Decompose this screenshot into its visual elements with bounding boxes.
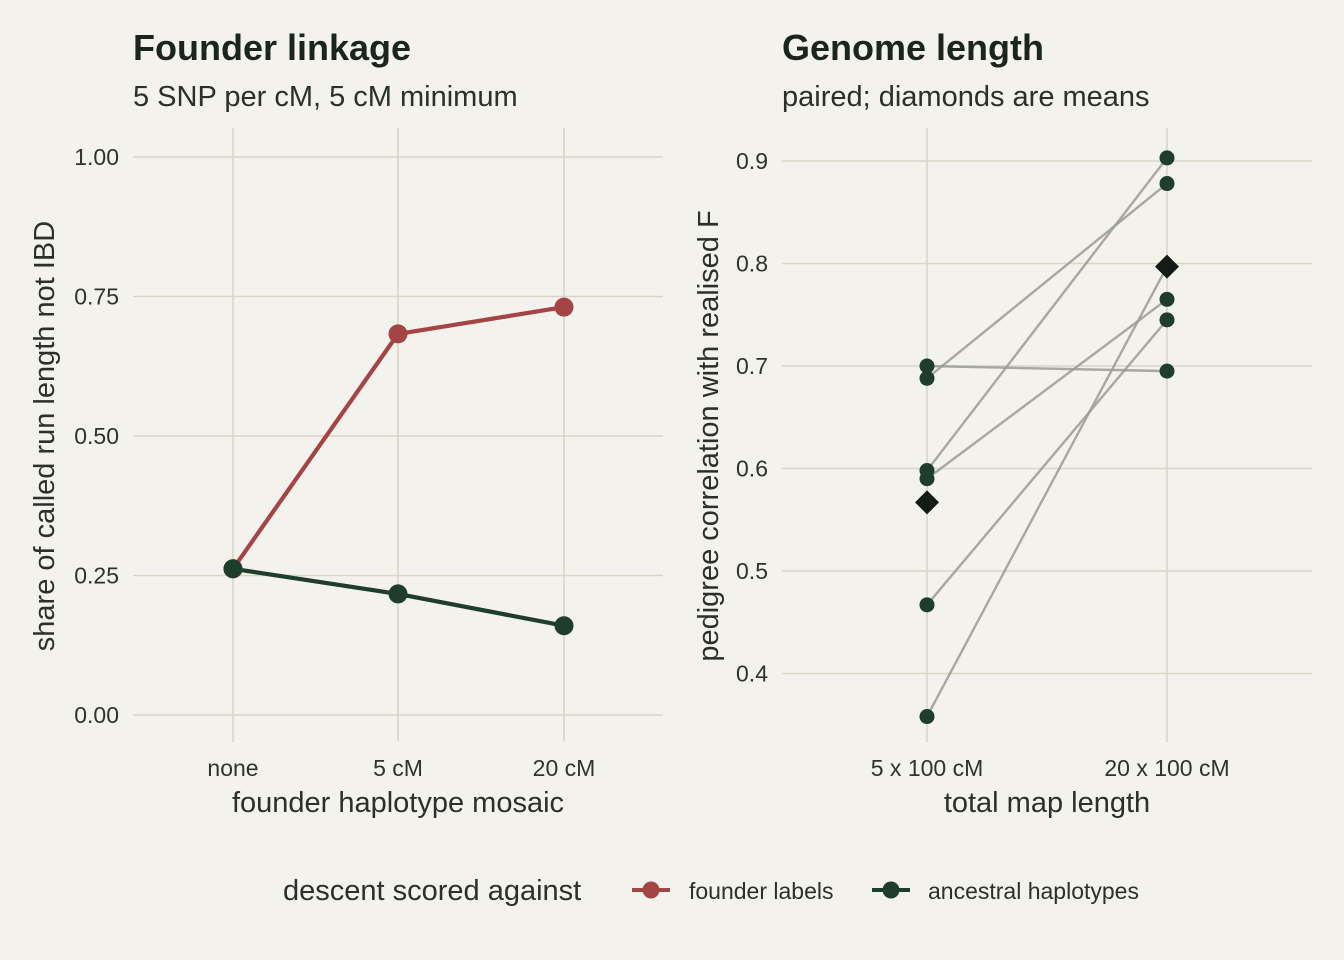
left-y-tick-label-0-50: 0.50: [74, 423, 119, 449]
mean-diamond-5-x-100-cm: [915, 490, 939, 515]
left-y-tick-label-1-00: 1.00: [74, 144, 119, 170]
left-y-tick-label-0-25: 0.25: [74, 563, 119, 589]
right-y-tick-label-0-8: 0.8: [736, 251, 768, 277]
left-series: [223, 297, 574, 636]
right-means: [915, 254, 1179, 515]
pair-point-5-5-x-100-cm: [919, 597, 935, 613]
left-gridlines: [133, 128, 663, 742]
left-x-tick-label-5-cm: 5 cM: [373, 755, 423, 781]
left-y-tick-label-0-75: 0.75: [74, 284, 119, 310]
left-y-ticks: 0.00 0.25 0.50 0.75 1.00: [74, 144, 119, 728]
pair-point-2-20-x-100-cm: [1159, 176, 1175, 192]
pair-point-3-20-x-100-cm: [1159, 150, 1175, 166]
pair-line-6: [925, 266, 1169, 718]
panel-genome-length: Genome length paired; diamonds are means…: [693, 27, 1312, 819]
pair-point-4-5-x-100-cm: [919, 471, 935, 487]
left-y-tick-label-0-00: 0.00: [74, 702, 119, 728]
pair-line-3: [926, 157, 1168, 472]
right-y-axis-title: pedigree correlation with realised F: [693, 210, 725, 661]
pair-line-5: [926, 319, 1168, 606]
right-gridlines: [782, 128, 1312, 742]
right-y-tick-label-0-7: 0.7: [736, 353, 768, 379]
right-points: [919, 150, 1175, 725]
panel-founder-linkage: Founder linkage 5 SNP per cM, 5 cM minim…: [29, 27, 663, 819]
left-x-axis-title: founder haplotype mosaic: [232, 787, 564, 819]
pair-line-4: [926, 298, 1168, 480]
right-y-tick-label-0-5: 0.5: [736, 558, 768, 584]
point-ancestral-haplotypes-5-cm: [388, 584, 408, 604]
legend-label-founder-labels: founder labels: [689, 878, 834, 904]
left-y-axis-title: share of called run length not IBD: [29, 221, 61, 651]
right-x-ticks: 5 x 100 cM 20 x 100 cM: [871, 755, 1230, 781]
right-panel-subtitle: paired; diamonds are means: [782, 81, 1150, 113]
legend-label-ancestral-haplotypes: ancestral haplotypes: [928, 878, 1139, 904]
point-founder-labels-5-cm: [388, 324, 408, 344]
pair-point-1-5-x-100-cm: [919, 358, 935, 374]
right-y-ticks: 0.4 0.5 0.6 0.7 0.8 0.9: [736, 148, 768, 687]
pair-line-2: [926, 182, 1168, 380]
pair-point-6-5-x-100-cm: [919, 709, 935, 725]
pair-point-2-5-x-100-cm: [919, 370, 935, 386]
legend-entry-ancestral-haplotypes: ancestral haplotypes: [872, 878, 1139, 904]
right-x-tick-label-5-x-100-cm: 5 x 100 cM: [871, 755, 984, 781]
right-x-axis-title: total map length: [944, 787, 1150, 819]
point-ancestral-haplotypes-20-cm: [554, 616, 574, 636]
left-panel-subtitle: 5 SNP per cM, 5 cM minimum: [133, 81, 518, 113]
right-panel-title: Genome length: [782, 27, 1044, 68]
legend-entry-founder-labels: founder labels: [632, 878, 834, 904]
legend-key-dot-founder-labels: [642, 881, 660, 899]
right-y-tick-label-0-4: 0.4: [736, 661, 768, 687]
left-x-tick-label-20-cm: 20 cM: [533, 755, 596, 781]
left-x-tick-label-none: none: [207, 755, 258, 781]
right-x-tick-label-20-x-100-cm: 20 x 100 cM: [1104, 755, 1229, 781]
left-x-ticks: none 5 cM 20 cM: [207, 755, 595, 781]
left-panel-title: Founder linkage: [133, 27, 411, 68]
pair-point-1-20-x-100-cm: [1159, 363, 1175, 379]
pair-point-4-20-x-100-cm: [1159, 291, 1175, 307]
right-y-tick-label-0-6: 0.6: [736, 456, 768, 482]
pair-point-5-20-x-100-cm: [1159, 312, 1175, 328]
point-founder-labels-20-cm: [554, 297, 574, 317]
right-y-tick-label-0-9: 0.9: [736, 148, 768, 174]
pair-line-1: [926, 364, 1168, 373]
mean-diamond-20-x-100-cm: [1155, 254, 1179, 279]
right-pair-lines: [925, 157, 1169, 718]
legend: descent scored against founder labels an…: [283, 875, 1139, 907]
legend-key-dot-ancestral-haplotypes: [882, 881, 900, 899]
point-ancestral-haplotypes-none: [223, 559, 243, 579]
legend-title: descent scored against: [283, 875, 581, 907]
